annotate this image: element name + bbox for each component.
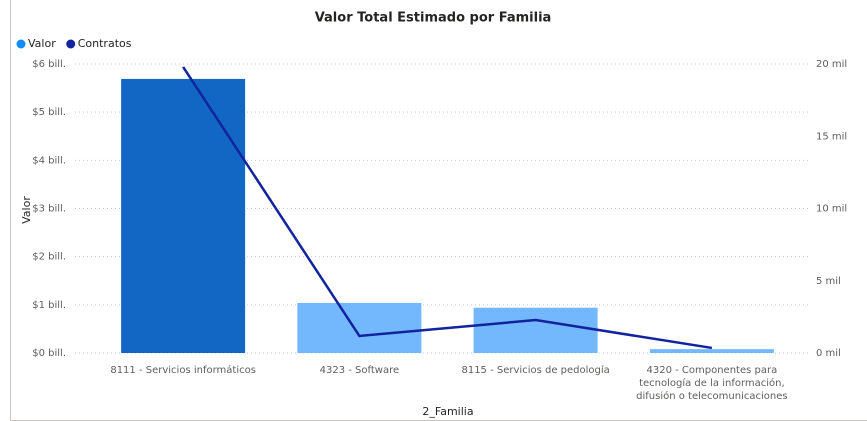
- legend-marker: [16, 39, 26, 49]
- y-tick-label: $3 bill.: [32, 204, 66, 215]
- bar: [121, 78, 246, 353]
- y2-tick-label: 5 mil: [816, 276, 841, 287]
- y2-tick-label: 20 mil: [816, 59, 847, 70]
- y-tick-label: $4 bill.: [32, 155, 66, 166]
- y-tick-label: $6 bill.: [32, 59, 66, 70]
- y-tick-label: $2 bill.: [32, 252, 66, 263]
- bar: [649, 349, 774, 353]
- bar: [297, 302, 422, 353]
- line: [182, 66, 713, 350]
- bar: [473, 307, 598, 353]
- x-tick-label: 8115 - Servicios de pedología: [461, 365, 610, 376]
- y-axis-label: Valor: [20, 196, 33, 224]
- x-tick-label: 4323 - Software: [319, 365, 400, 376]
- y-tick-label: $1 bill.: [32, 300, 66, 311]
- y2-tick-label: 0 mil: [816, 348, 841, 359]
- y-tick-label: $0 bill.: [32, 348, 66, 359]
- y2-tick-label: 15 mil: [816, 131, 847, 142]
- x-axis-label: 2_Familia: [422, 405, 473, 418]
- x-tick-label: 4320 - Componentes para tecnología de la…: [636, 365, 788, 402]
- legend-marker: [66, 39, 76, 49]
- chart-title: Valor Total Estimado por Familia: [315, 11, 552, 26]
- y-tick-label: $5 bill.: [32, 107, 66, 118]
- legend-label: Contratos: [78, 37, 132, 50]
- legend-label: Valor: [28, 37, 56, 50]
- x-tick-label: 8111 - Servicios informáticos: [110, 365, 256, 376]
- y2-tick-label: 10 mil: [816, 204, 847, 215]
